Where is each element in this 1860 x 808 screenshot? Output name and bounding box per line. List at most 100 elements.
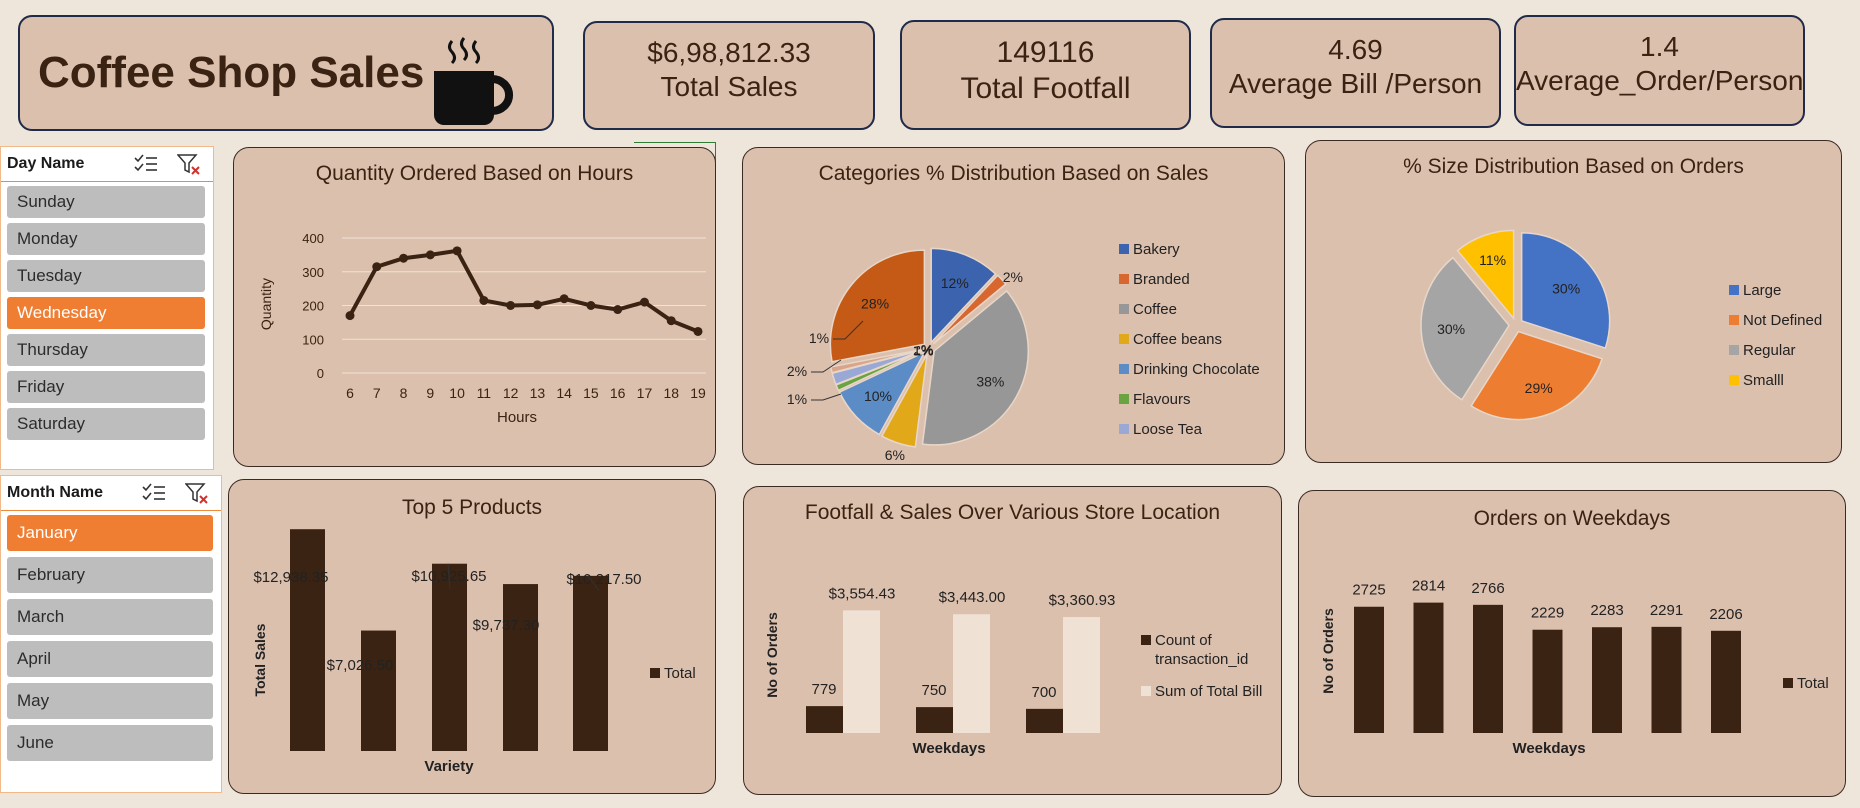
day-name-slicer: Day Name Sunday Monday Tuesday Wednesday Thu…: [0, 146, 214, 470]
kpi-total-sales: $6,98,812.33 Total Sales: [583, 21, 875, 130]
data-point: [372, 262, 381, 271]
leader-line: [811, 394, 841, 400]
x-axis-label: Variety: [424, 758, 474, 775]
category-distribution-chart: Categories % Distribution Based on Sales…: [742, 147, 1285, 465]
slicer-item-june[interactable]: June: [7, 725, 213, 761]
data-label: $12,938.35: [253, 569, 328, 586]
data-label: 2%: [1003, 269, 1023, 285]
slicer-item-march[interactable]: March: [7, 599, 213, 635]
slicer-item-may[interactable]: May: [7, 683, 213, 719]
data-label: 2291: [1650, 602, 1683, 619]
data-label: 28%: [861, 295, 889, 311]
bar: [361, 631, 396, 751]
legend-swatch: [1119, 304, 1129, 314]
series-line: [350, 251, 698, 332]
kpi-value: 4.69: [1212, 34, 1499, 66]
legend-swatch: [1119, 274, 1129, 284]
multi-select-icon[interactable]: [134, 154, 158, 174]
slicer-item-wednesday[interactable]: Wednesday: [7, 297, 205, 329]
x-tick-label: 8: [400, 385, 408, 401]
kpi-label: Average_Order/Person: [1516, 65, 1803, 97]
data-label: $9,737.30: [473, 617, 540, 634]
slicer-item-january[interactable]: January: [7, 515, 213, 551]
data-label: $10,217.50: [566, 571, 641, 588]
x-tick-label: 14: [556, 385, 572, 401]
data-point: [453, 246, 462, 255]
data-label: 10%: [864, 388, 892, 404]
legend-label: Large: [1743, 282, 1781, 299]
data-label: 1%: [809, 330, 829, 346]
bar: [953, 614, 990, 733]
y-tick-label: 0: [317, 366, 324, 381]
multi-select-icon[interactable]: [142, 483, 166, 503]
bar: [1652, 627, 1682, 733]
data-point: [533, 300, 542, 309]
bar: [806, 706, 843, 733]
legend-swatch: [1119, 394, 1129, 404]
bar: [503, 584, 538, 751]
bar: [1026, 709, 1063, 733]
data-label: $7,026.50: [327, 657, 394, 674]
page-title: Coffee Shop Sales: [38, 48, 424, 98]
x-tick-label: 6: [346, 385, 354, 401]
data-label: 11%: [1479, 252, 1506, 268]
y-axis-label: Total Sales: [252, 623, 268, 696]
kpi-average-order: 1.4 Average_Order/Person: [1514, 15, 1805, 126]
bar: [1533, 630, 1563, 733]
kpi-label: Total Footfall: [902, 72, 1189, 106]
legend-label: Smalll: [1743, 372, 1784, 389]
y-axis-label: No of Orders: [1320, 608, 1336, 694]
bar-chart-svg: $12,938.35$7,026.50$10,925.65$9,737.30$1…: [229, 480, 715, 792]
legend-label: Total: [1797, 675, 1829, 692]
legend-label: Coffee beans: [1133, 331, 1222, 348]
data-label: 2814: [1412, 578, 1445, 595]
bar: [573, 576, 608, 751]
slicer-item-tuesday[interactable]: Tuesday: [7, 260, 205, 292]
pie-chart-svg: 12% 2%38%6%10%1%2%1%28%1%2%1%BakeryBrande…: [743, 148, 1283, 464]
legend-swatch: [1729, 285, 1739, 295]
pie-chart-svg: 30%29%30%11%LargeNot DefinedRegularSmall…: [1306, 141, 1840, 461]
legend-label: Count of transaction_id: [1155, 632, 1248, 668]
slicer-item-sunday[interactable]: Sunday: [7, 186, 205, 218]
top-products-chart: Top 5 Products $12,938.35 $7,026.50 $10,92…: [228, 479, 716, 794]
bar: [916, 707, 953, 733]
bar: [1354, 607, 1384, 733]
legend-swatch: [650, 668, 660, 678]
clear-filter-icon[interactable]: [177, 154, 201, 176]
legend-label: Regular: [1743, 342, 1796, 359]
x-tick-label: 12: [503, 385, 519, 401]
y-axis-label: No of Orders: [764, 612, 780, 698]
bar: [1063, 617, 1100, 733]
slicer-item-february[interactable]: February: [7, 557, 213, 593]
clear-filter-icon[interactable]: [185, 483, 209, 505]
slicer-item-thursday[interactable]: Thursday: [7, 334, 205, 366]
bar: [1414, 603, 1444, 733]
x-tick-label: 10: [449, 385, 465, 401]
data-label: 30%: [1437, 321, 1465, 337]
legend-label: Drinking Chocolate: [1133, 361, 1260, 378]
x-tick-label: 16: [610, 385, 626, 401]
x-axis-label: Hours: [497, 409, 537, 426]
data-label: 2229: [1531, 605, 1564, 622]
title-card: Coffee Shop Sales: [18, 15, 554, 131]
slicer-title: Month Name: [7, 484, 103, 502]
x-tick-label: 7: [373, 385, 381, 401]
slicer-header: Day Name: [1, 147, 213, 182]
slicer-item-friday[interactable]: Friday: [7, 371, 205, 403]
line-chart-svg: 01002003004006 7 8 9 10 11 12 13 14 15 16 17 18 19Hou…: [234, 148, 714, 466]
slicer-item-saturday[interactable]: Saturday: [7, 408, 205, 440]
quantity-hours-chart: Quantity Ordered Based on Hours 0 100 200 3…: [233, 147, 716, 467]
kpi-value: $6,98,812.33: [585, 37, 873, 69]
data-point: [586, 301, 595, 310]
data-label: 29%: [1525, 380, 1553, 396]
data-label: $3,443.00: [939, 589, 1006, 606]
x-axis-label: Weekdays: [1512, 740, 1585, 757]
slicer-item-monday[interactable]: Monday: [7, 223, 205, 255]
kpi-label: Total Sales: [585, 71, 873, 103]
slicer-item-april[interactable]: April: [7, 641, 213, 677]
y-tick-label: 300: [302, 265, 324, 280]
slicer-title: Day Name: [7, 155, 84, 173]
data-label: 700: [1031, 684, 1056, 701]
x-tick-label: 9: [426, 385, 434, 401]
bar: [1592, 627, 1622, 733]
